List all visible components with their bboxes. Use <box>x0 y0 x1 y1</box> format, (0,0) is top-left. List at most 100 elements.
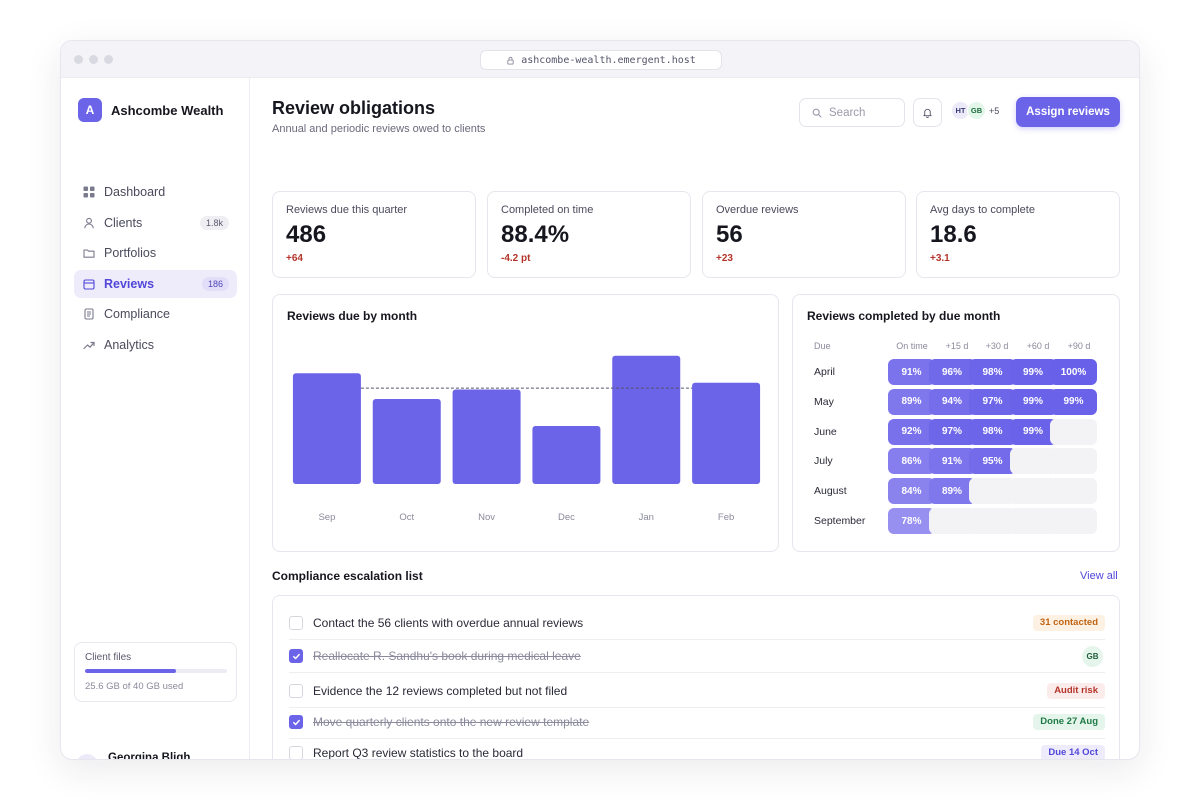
heatmap-cell[interactable]: 97% <box>969 388 1016 415</box>
heatmap-column-header: On time <box>896 341 928 351</box>
kpi-value: 18.6 <box>930 221 977 248</box>
heatmap-row-label: September <box>814 515 866 527</box>
kpi-label: Overdue reviews <box>716 204 799 216</box>
sidebar-item-dashboard[interactable]: Dashboard <box>74 178 237 206</box>
heatmap-cell[interactable] <box>1050 508 1097 534</box>
kpi-delta: +3.1 <box>930 253 950 264</box>
list-item[interactable]: Contact the 56 clients with overdue annu… <box>289 607 1105 640</box>
sidebar-item-portfolios[interactable]: Portfolios <box>74 239 237 267</box>
heatmap-column-header: +60 d <box>1026 341 1050 351</box>
heatmap-cell[interactable]: 99% <box>1009 388 1057 415</box>
heatmap-cell[interactable]: 97% <box>928 418 976 445</box>
sidebar-item-compliance[interactable]: Compliance <box>74 300 237 328</box>
heatmap-cell[interactable] <box>1050 478 1097 505</box>
notifications-button[interactable] <box>913 98 942 127</box>
heatmap-cell[interactable] <box>969 478 1016 505</box>
sidebar-item-label: Clients <box>104 215 143 230</box>
heatmap-cell[interactable]: 89% <box>928 478 976 505</box>
heatmap-cell[interactable]: 99% <box>1050 388 1097 415</box>
page-title: Review obligations <box>272 98 436 118</box>
heatmap-cell[interactable]: 89% <box>888 388 935 415</box>
window-close-dot[interactable] <box>74 55 83 64</box>
calendar-icon <box>83 278 95 290</box>
checked-checkbox[interactable] <box>289 715 303 729</box>
window-maximize-dot[interactable] <box>104 55 113 64</box>
folder-icon <box>83 247 95 259</box>
bell-icon <box>922 107 933 118</box>
escalation-list: Contact the 56 clients with overdue annu… <box>272 595 1120 760</box>
window-minimize-dot[interactable] <box>89 55 98 64</box>
kpi-value: 486 <box>286 221 327 248</box>
sidebar-item-analytics[interactable]: Analytics <box>74 331 237 359</box>
brand[interactable]: A Ashcombe Wealth <box>78 98 223 122</box>
heatmap-corner-label: Due <box>814 341 831 351</box>
user-name: Georgina Bligh <box>108 752 191 760</box>
heatmap-cell[interactable]: 99% <box>1009 359 1057 385</box>
heatmap-cell[interactable]: 99% <box>1009 418 1057 445</box>
heatmap-cell[interactable]: 95% <box>969 448 1016 475</box>
heatmap-cell[interactable] <box>1009 478 1057 505</box>
document-icon <box>83 308 95 320</box>
sidebar: A Ashcombe Wealth Dashboard Clients 1.8k… <box>61 78 250 760</box>
kpi-card-overdue: Overdue reviews 56 +23 <box>702 191 906 278</box>
status-badge: 31 contacted <box>1032 615 1105 631</box>
heatmap-cell[interactable] <box>1050 448 1097 475</box>
address-url: ashcombe-wealth.emergent.host <box>521 54 696 66</box>
heatmap-cell[interactable]: 78% <box>888 508 935 534</box>
address-bar[interactable]: ashcombe-wealth.emergent.host <box>480 50 722 70</box>
brand-name: Ashcombe Wealth <box>111 102 224 118</box>
avatar: GB <box>967 101 986 120</box>
list-item[interactable]: Reallocate R. Sandhu's book during medic… <box>289 640 1105 673</box>
sidebar-item-reviews[interactable]: Reviews 186 <box>74 269 237 298</box>
bar-nov[interactable] <box>452 389 521 485</box>
heatmap-row-label: August <box>814 485 847 498</box>
sidebar-item-clients[interactable]: Clients 1.8k <box>74 209 237 237</box>
heatmap-row-label: June <box>814 425 837 438</box>
heatmap-cell[interactable]: 91% <box>928 448 976 475</box>
checkbox[interactable] <box>289 745 303 759</box>
checkbox[interactable] <box>289 616 303 630</box>
view-all-link[interactable]: View all <box>1080 570 1118 582</box>
heatmap-cell[interactable]: 98% <box>969 418 1016 445</box>
bar-sep[interactable] <box>292 373 361 484</box>
list-item[interactable]: Evidence the 12 reviews completed but no… <box>289 675 1105 708</box>
user-info: Georgina Bligh Head of Advice <box>108 752 191 760</box>
sidebar-item-label: Dashboard <box>104 185 166 199</box>
bar-jan[interactable] <box>612 355 681 484</box>
checkbox[interactable] <box>289 684 303 698</box>
heatmap-cell[interactable] <box>1009 448 1057 475</box>
browser-window: ashcombe-wealth.emergent.host A Ashcombe… <box>60 40 1140 760</box>
heatmap-cell[interactable]: 98% <box>969 359 1016 385</box>
user-icon <box>83 217 95 229</box>
heatmap-cell[interactable]: 92% <box>888 418 935 445</box>
kpi-delta: +64 <box>286 253 303 264</box>
x-tick-label: Dec <box>558 512 575 523</box>
heatmap-cell[interactable]: 84% <box>888 478 935 505</box>
list-item[interactable]: Report Q3 review statistics to the board… <box>289 736 1105 760</box>
heatmap-cell[interactable]: 91% <box>888 359 935 385</box>
x-tick-label: Oct <box>399 512 414 523</box>
heatmap-cell[interactable] <box>928 508 976 534</box>
heatmap-cell[interactable] <box>1009 508 1057 534</box>
bar-oct[interactable] <box>372 398 441 484</box>
heatmap-row-label: May <box>814 395 834 408</box>
sidebar-item-label: Compliance <box>104 307 171 322</box>
list-item[interactable]: Move quarterly clients onto the new revi… <box>289 706 1105 739</box>
heatmap-cell[interactable]: 86% <box>888 448 935 475</box>
search-input[interactable]: Search <box>799 98 905 127</box>
list-item-text: Report Q3 review statistics to the board <box>313 745 524 760</box>
heatmap-cell[interactable]: 94% <box>928 388 976 415</box>
heatmap-cell[interactable]: 96% <box>928 359 976 385</box>
reviews-due-chart: Sep Oct Nov Dec Jan Feb Reviews due by month <box>272 294 779 552</box>
heatmap-cell[interactable]: 100% <box>1050 359 1097 385</box>
bar-dec[interactable] <box>532 425 601 484</box>
user-profile[interactable]: GB Georgina Bligh Head of Advice <box>76 752 191 760</box>
bar-feb[interactable] <box>692 382 761 484</box>
assign-reviews-button[interactable]: Assign reviews <box>1016 97 1120 127</box>
kpi-delta: -4.2 pt <box>501 253 531 264</box>
heatmap-cell[interactable] <box>969 508 1016 534</box>
storage-widget: Client files 25.6 GB of 40 GB used <box>74 642 237 702</box>
checked-checkbox[interactable] <box>289 649 303 663</box>
heatmap-cell[interactable] <box>1050 418 1097 445</box>
team-avatars[interactable]: HT GB +5 <box>951 101 999 120</box>
